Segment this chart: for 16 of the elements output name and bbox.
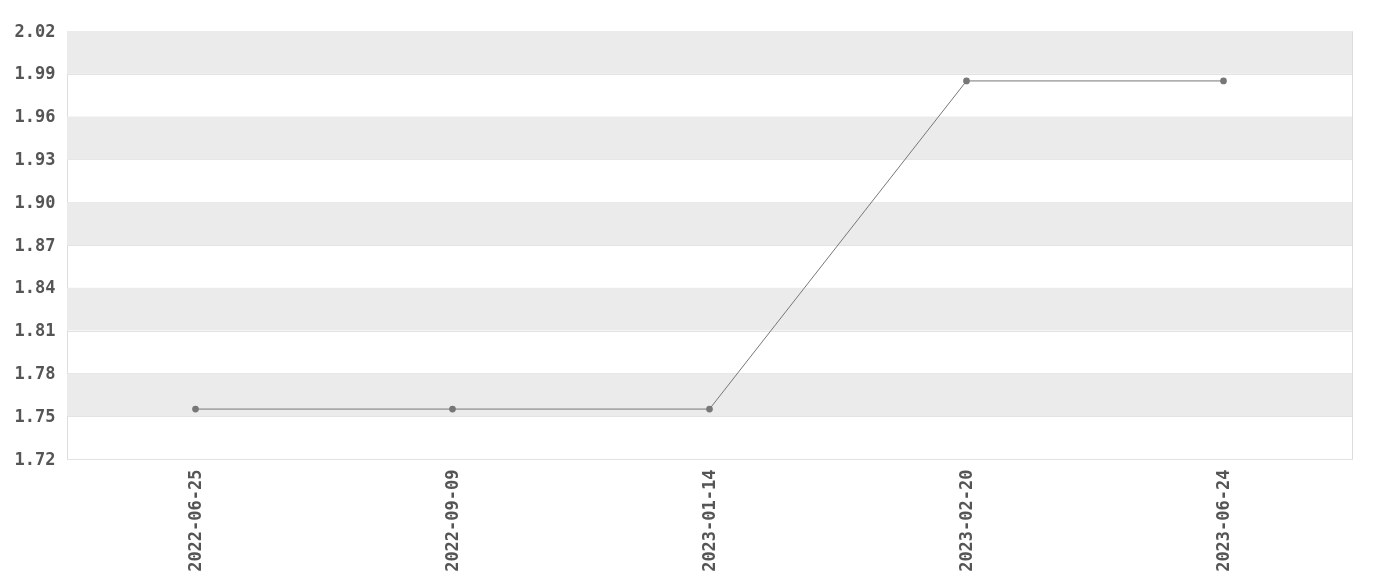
y-tick-label: 1.99: [14, 63, 56, 84]
y-tick-label: 1.93: [14, 148, 56, 169]
y-tick-label: 1.81: [14, 320, 56, 341]
y-tick-label: 1.72: [14, 448, 56, 469]
y-tick-label: 1.84: [14, 277, 56, 298]
y-tick-label: 1.78: [14, 362, 56, 383]
y-tick-label: 1.75: [14, 405, 56, 426]
x-tick-label: 2023-06-24: [1213, 469, 1233, 572]
y-tick-label: 1.96: [14, 106, 56, 127]
x-tick-label: 2023-02-20: [956, 469, 976, 572]
y-tick-label: 1.90: [14, 191, 56, 212]
x-tick-label: 2022-09-09: [442, 469, 462, 572]
y-tick-label: 2.02: [14, 20, 56, 41]
y-tick-label: 1.87: [14, 234, 56, 255]
x-tick-label: 2022-06-25: [185, 469, 205, 572]
x-tick-label: 2023-01-14: [699, 469, 719, 572]
